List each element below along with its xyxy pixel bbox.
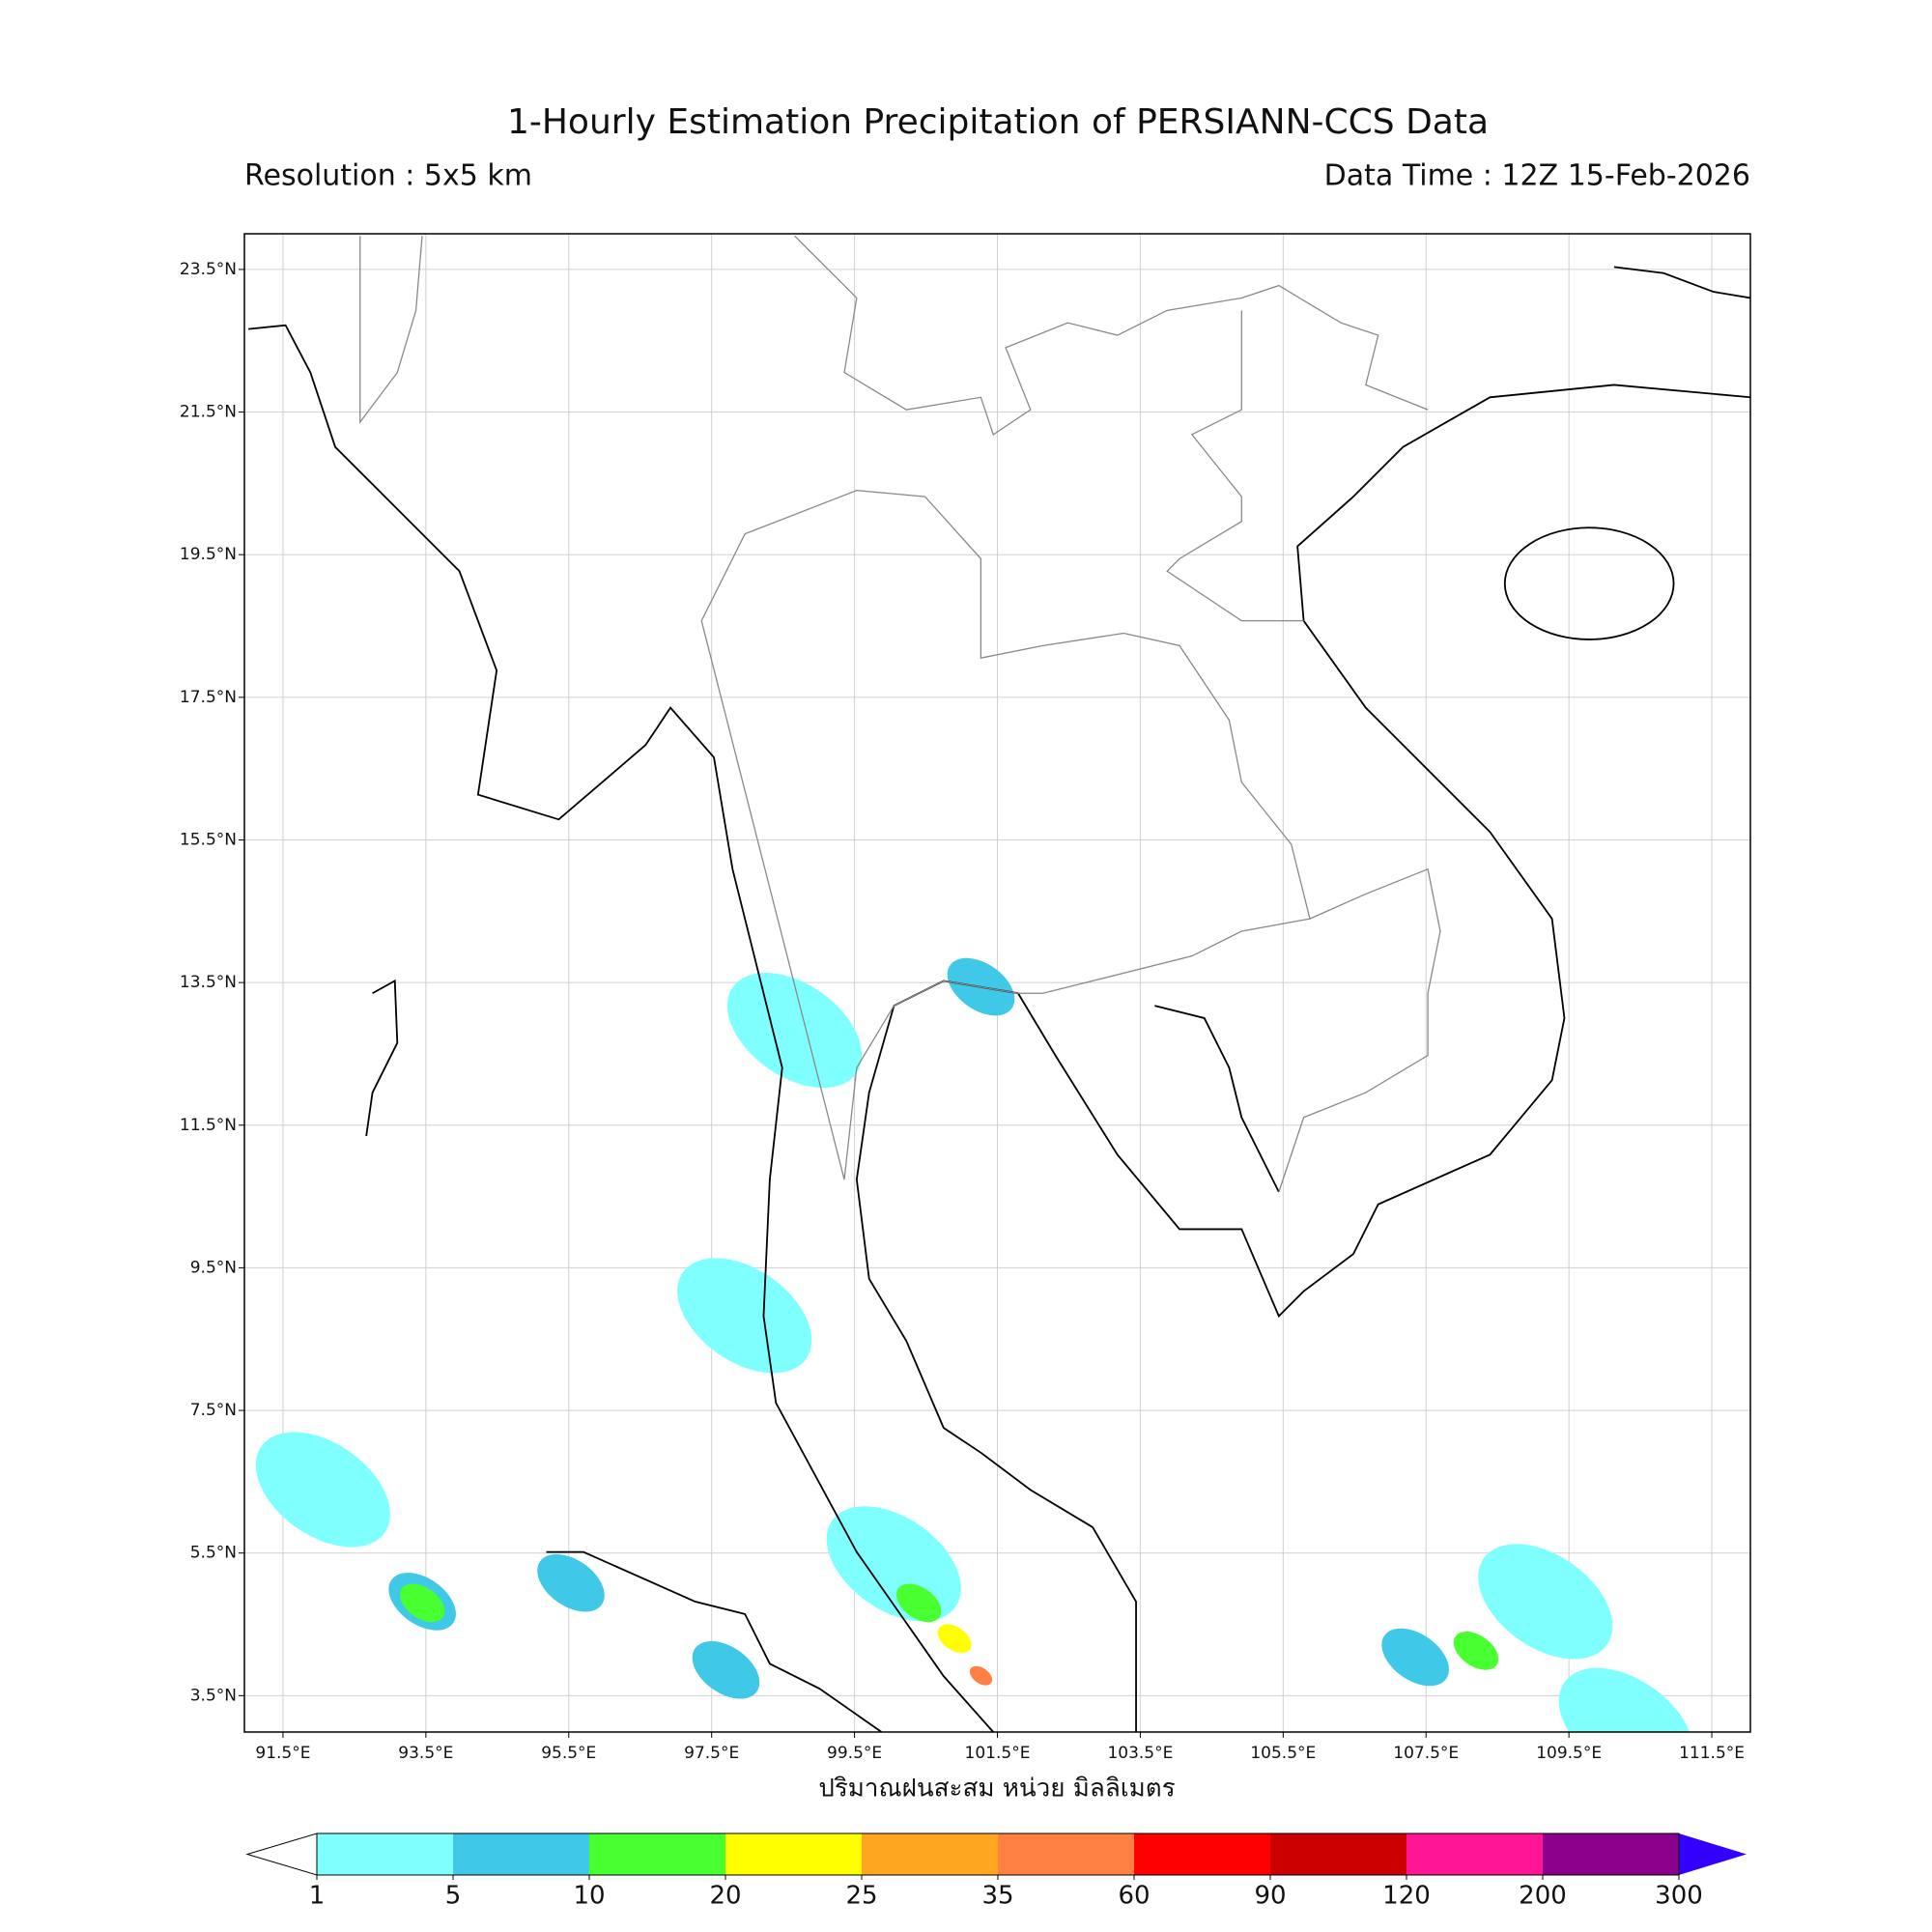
coastline [1613,266,1750,299]
lon-tick-label: 105.5°E [1250,1744,1316,1763]
colorbar-label: 20 [709,1882,741,1911]
rain-layer [255,957,1693,1732]
country-border [1166,310,1304,622]
lon-tick-label: 109.5°E [1536,1744,1602,1763]
lat-tick-label: 19.5°N [180,545,237,564]
country-border [1278,867,1441,1193]
rain-cell [1453,1631,1499,1670]
colorbar-label: 10 [573,1882,605,1911]
colorbar-swatch [453,1833,590,1875]
colorbar-swatch [1543,1833,1680,1875]
colorbar-under [245,1833,318,1876]
colorbar-label: 300 [1655,1882,1703,1911]
lat-tick-label: 11.5°N [180,1116,237,1135]
rain-cell [255,1432,390,1548]
colorbar-label: 5 [445,1882,462,1911]
lon-tick-label: 93.5°E [398,1744,453,1763]
lat-tick-label: 15.5°N [180,830,237,849]
basemap [247,235,1750,1732]
lon-tick-label: 103.5°E [1107,1744,1173,1763]
colorbar-label: 25 [845,1882,877,1911]
colorbar-swatch [862,1833,999,1875]
lat-tick-label: 5.5°N [190,1544,237,1563]
coastline [365,979,399,1137]
colorbar-swatch [998,1833,1135,1875]
lon-tick-label: 99.5°E [827,1744,882,1763]
rain-cell [969,1665,993,1686]
country-border [794,235,1429,436]
lon-tick-label: 101.5°E [965,1744,1031,1763]
colorbar-over [1679,1833,1747,1875]
colorbar-swatch [317,1833,454,1875]
colorbar-swatch [1270,1833,1407,1875]
colorbar-label: 35 [981,1882,1013,1911]
lon-tick-label: 97.5°E [684,1744,739,1763]
lon-tick-label: 95.5°E [541,1744,596,1763]
colorbar-swatch [1406,1833,1544,1875]
coastline [546,1550,883,1732]
lon-tick-label: 111.5°E [1679,1744,1745,1763]
lat-tick-label: 3.5°N [190,1686,237,1705]
rain-cell [399,1583,445,1623]
lat-tick-label: 17.5°N [180,688,237,707]
data-time: Data Time : 12Z 15-Feb-2026 [1324,159,1750,193]
lon-tick-label: 107.5°E [1393,1744,1459,1763]
coastline [1154,1005,1280,1193]
title: 1-Hourly Estimation Precipitation of PER… [507,102,1489,142]
rain-cell [677,1258,812,1374]
country-border [359,236,423,424]
x-axis-label: ปริมาณฝนสะสม หน่วย มิลลิเมตร [818,1775,1175,1804]
colorbar-label: 1 [309,1882,326,1911]
colorbar-label: 60 [1118,1882,1150,1911]
rain-cell [726,973,863,1089]
colorbar-label: 90 [1254,1882,1286,1911]
grid: 91.5°E 93.5°E 95.5°E 97.5°E 99.5°E 101.5°E 103… [180,234,1750,1763]
country-border [700,490,1311,1180]
lat-tick-label: 23.5°N [180,260,237,279]
colorbar-label: 200 [1519,1882,1567,1911]
lat-tick-label: 7.5°N [190,1401,237,1420]
lat-tick-label: 13.5°N [180,973,237,992]
colorbar: 1 5 10 20 25 35 60 90 120 200 300 [245,1833,1747,1911]
lon-tick-label: 91.5°E [255,1744,310,1763]
rain-cell [537,1553,605,1612]
rain-cell [937,1624,972,1654]
colorbar-swatch [725,1833,863,1875]
rain-cell [1381,1628,1449,1687]
lat-tick-label: 9.5°N [190,1258,237,1277]
resolution: Resolution : 5x5 km [244,159,532,193]
rain-cell [1478,1544,1613,1660]
rain-cell [895,1583,942,1623]
island [1503,526,1675,640]
colorbar-label: 120 [1382,1882,1431,1911]
coastline [247,324,994,1732]
coastline [855,384,1750,1732]
colorbar-swatch [1134,1833,1271,1875]
plot-frame [243,233,1751,1733]
rain-cell [1558,1667,1693,1732]
lat-tick-label: 21.5°N [180,403,237,422]
colorbar-swatch [589,1833,726,1875]
rain-cell [692,1640,760,1699]
